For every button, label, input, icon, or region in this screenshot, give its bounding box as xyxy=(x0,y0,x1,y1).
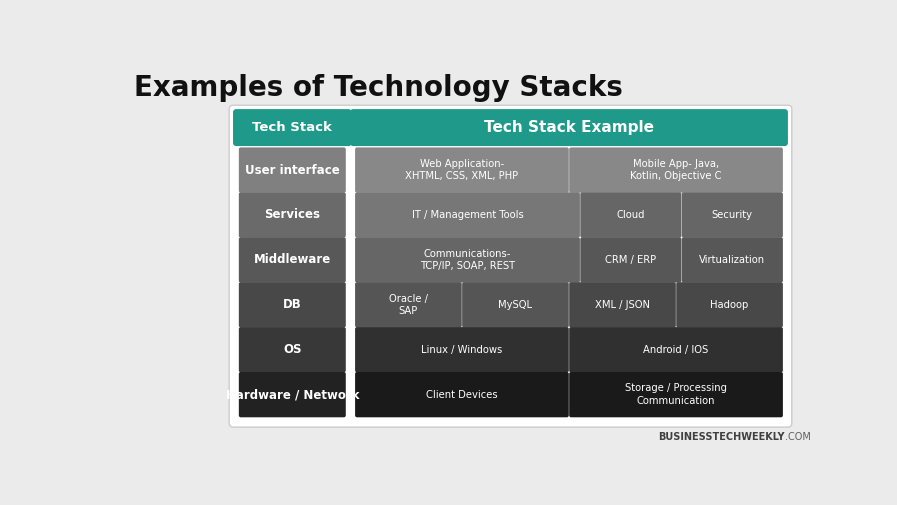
Text: XML / JSON: XML / JSON xyxy=(595,300,650,310)
Text: IT / Management Tools: IT / Management Tools xyxy=(412,210,523,220)
Text: OS: OS xyxy=(283,343,301,356)
Text: Middleware: Middleware xyxy=(254,254,331,267)
Text: MySQL: MySQL xyxy=(499,300,533,310)
Text: Tech Stack Example: Tech Stack Example xyxy=(484,120,654,135)
Text: Services: Services xyxy=(265,209,320,222)
FancyBboxPatch shape xyxy=(580,192,682,238)
Text: Client Devices: Client Devices xyxy=(426,390,498,399)
FancyBboxPatch shape xyxy=(355,237,580,283)
FancyBboxPatch shape xyxy=(682,237,783,283)
FancyBboxPatch shape xyxy=(570,147,783,193)
FancyBboxPatch shape xyxy=(350,109,788,146)
FancyBboxPatch shape xyxy=(355,327,569,372)
Text: Hadoop: Hadoop xyxy=(710,300,749,310)
FancyBboxPatch shape xyxy=(239,192,345,238)
FancyBboxPatch shape xyxy=(239,282,345,327)
FancyBboxPatch shape xyxy=(676,282,783,327)
FancyBboxPatch shape xyxy=(229,105,792,427)
FancyBboxPatch shape xyxy=(570,282,675,327)
FancyBboxPatch shape xyxy=(355,147,569,193)
Text: Hardware / Network: Hardware / Network xyxy=(225,388,359,401)
Text: Web Application-
XHTML, CSS, XML, PHP: Web Application- XHTML, CSS, XML, PHP xyxy=(405,159,518,181)
FancyBboxPatch shape xyxy=(355,282,462,327)
Text: Security: Security xyxy=(712,210,753,220)
Text: BUSINESSTECHWEEKLY: BUSINESSTECHWEEKLY xyxy=(658,432,785,442)
FancyBboxPatch shape xyxy=(239,147,345,193)
Text: .COM: .COM xyxy=(785,432,811,442)
Text: Linux / Windows: Linux / Windows xyxy=(422,345,502,355)
FancyBboxPatch shape xyxy=(570,372,783,417)
Text: Android / IOS: Android / IOS xyxy=(643,345,709,355)
Text: Oracle /
SAP: Oracle / SAP xyxy=(389,293,428,316)
Text: Cloud: Cloud xyxy=(616,210,645,220)
Text: User interface: User interface xyxy=(245,164,340,177)
FancyBboxPatch shape xyxy=(233,109,352,146)
Text: Tech Stack: Tech Stack xyxy=(252,121,332,134)
FancyBboxPatch shape xyxy=(580,237,682,283)
Text: CRM / ERP: CRM / ERP xyxy=(605,255,657,265)
FancyBboxPatch shape xyxy=(239,237,345,283)
Text: Virtualization: Virtualization xyxy=(700,255,765,265)
Text: DB: DB xyxy=(283,298,301,311)
FancyBboxPatch shape xyxy=(355,372,569,417)
FancyBboxPatch shape xyxy=(570,327,783,372)
Text: Communications-
TCP/IP, SOAP, REST: Communications- TCP/IP, SOAP, REST xyxy=(420,248,515,271)
FancyBboxPatch shape xyxy=(355,192,580,238)
Text: Examples of Technology Stacks: Examples of Technology Stacks xyxy=(134,74,623,102)
Text: Mobile App- Java,
Kotlin, Objective C: Mobile App- Java, Kotlin, Objective C xyxy=(631,159,722,181)
FancyBboxPatch shape xyxy=(239,327,345,372)
Text: Storage / Processing
Communication: Storage / Processing Communication xyxy=(625,383,727,406)
FancyBboxPatch shape xyxy=(462,282,569,327)
FancyBboxPatch shape xyxy=(682,192,783,238)
FancyBboxPatch shape xyxy=(239,372,345,417)
